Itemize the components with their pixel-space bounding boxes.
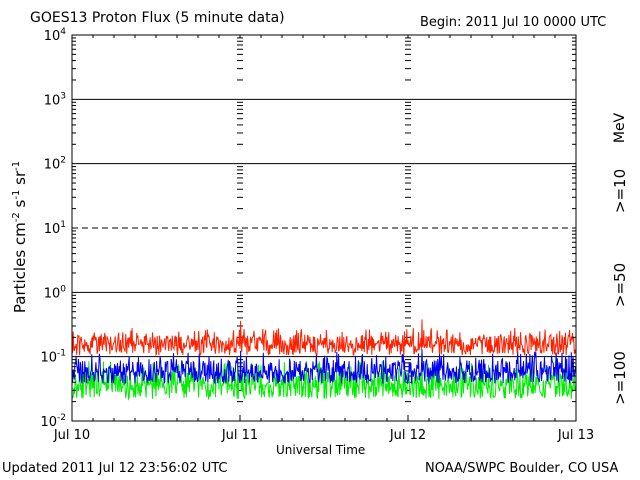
x-tick-label: Jul 12 <box>389 428 426 443</box>
y-axis-label-s: s <box>11 199 29 208</box>
y-axis-label: Particles cm-2 s-1 sr-1 <box>11 161 29 313</box>
begin-date: Begin: 2011 Jul 10 0000 UTC <box>420 15 607 30</box>
flux-series-ge10 <box>72 319 576 357</box>
y-axis-label-exp1: -2 <box>11 212 22 223</box>
x-tick-label: Jul 13 <box>557 428 594 443</box>
x-tick-label: Jul 11 <box>221 428 258 443</box>
updated-timestamp: Updated 2011 Jul 12 23:56:02 UTC <box>2 461 228 476</box>
legend-series-10: >=10 <box>611 168 629 214</box>
y-tick-label: 10-1 <box>40 349 66 366</box>
y-tick-label: 102 <box>44 156 66 173</box>
y-tick-label: 100 <box>44 284 67 301</box>
y-tick-label: 103 <box>44 91 66 108</box>
y-axis-label-exp2: -1 <box>11 189 22 200</box>
y-tick-label: 104 <box>44 27 67 44</box>
legend-series-50: >=50 <box>611 262 629 308</box>
legend-series-100: >=100 <box>611 351 629 405</box>
flux-series-ge100 <box>71 359 576 401</box>
x-axis-label: Universal Time <box>276 443 366 457</box>
y-tick-label: 10-2 <box>40 413 66 430</box>
source-credit: NOAA/SWPC Boulder, CO USA <box>425 461 619 476</box>
x-tick-label: Jul 10 <box>53 428 90 443</box>
data-layer <box>71 319 576 401</box>
chart-title: GOES13 Proton Flux (5 minute data) <box>30 10 285 26</box>
y-axis-label-sr: sr <box>11 170 29 185</box>
axis-layer: 10-2 10-1 100 101 102 103 104 Jul 10 Jul 11 Jul 1… <box>40 27 594 443</box>
unit-label: MeV <box>612 112 628 144</box>
y-tick-label: 101 <box>44 220 66 237</box>
y-axis-label-main: Particles cm <box>11 222 29 314</box>
grid-layer <box>72 37 576 403</box>
flux-series-ge50 <box>71 349 576 385</box>
y-axis-label-exp3: -1 <box>11 160 22 171</box>
